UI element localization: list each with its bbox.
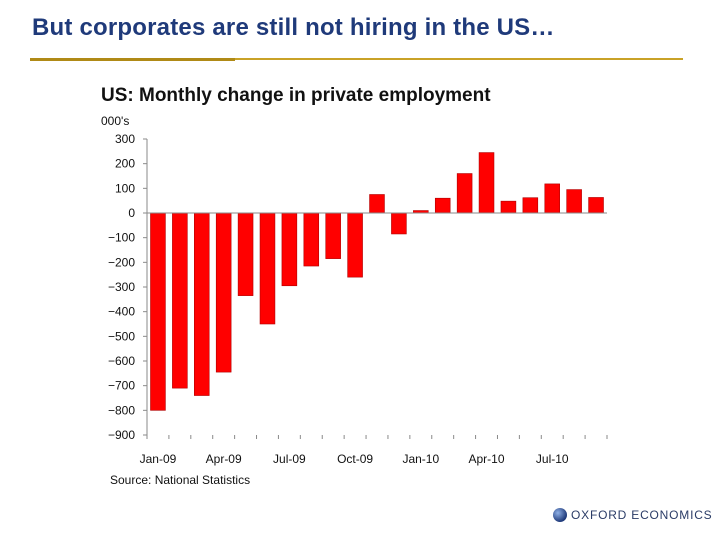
y-tick-label: 200 [115,157,135,171]
bar-jul-09 [281,212,298,287]
source-note: Source: National Statistics [110,473,250,487]
bar-oct-09 [347,212,363,278]
bar-sep-09 [325,212,341,259]
y-tick-label: −500 [108,329,135,343]
y-tick-label: −700 [108,379,135,393]
y-tick-label: 100 [115,181,135,195]
y-tick-label: −800 [108,403,135,417]
y-tick-label: −900 [108,428,135,442]
bar-apr-10 [478,152,495,214]
bar-jun-09 [259,212,276,325]
x-tick-label: Apr-09 [206,452,242,466]
bar-may-09 [237,212,254,296]
oxford-economics-logo: OXFORD ECONOMICS [553,508,712,522]
bar-sep-10 [588,197,604,214]
bar-feb-10 [434,197,451,214]
x-tick-label: Oct-09 [337,452,373,466]
y-unit-label: 000's [101,114,129,128]
bar-mar-10 [456,173,473,214]
y-tick-label: 300 [115,132,135,146]
x-tick-label: Jul-09 [273,452,306,466]
chart-title: US: Monthly change in private employment [101,85,491,106]
y-tick-label: −300 [108,280,135,294]
bar-dec-09 [391,212,407,235]
x-tick-label: Jul-10 [536,452,569,466]
bar-apr-09 [215,212,232,373]
x-tick-label: Jan-09 [140,452,177,466]
x-tick-label: Apr-10 [469,452,505,466]
bar-nov-09 [369,194,385,214]
y-tick-label: −200 [108,255,135,269]
logo-text: OXFORD ECONOMICS [571,508,713,522]
bar-aug-09 [303,212,320,267]
title-underline [30,58,683,60]
globe-icon [553,508,567,522]
y-tick-label: −600 [108,354,135,368]
bar-may-10 [500,200,517,214]
bar-mar-09 [194,212,210,396]
x-tick-label: Jan-10 [402,452,439,466]
bar-jul-10 [544,183,560,214]
bar-jan-09 [150,212,166,411]
y-tick-label: −400 [108,305,135,319]
bar-aug-10 [566,189,582,214]
y-tick-label: 0 [128,206,135,220]
bar-jun-10 [522,197,539,214]
title-underline-accent [30,58,235,61]
bar-feb-09 [172,212,188,389]
y-tick-label: −100 [108,231,135,245]
slide-title: But corporates are still not hiring in t… [32,14,555,41]
